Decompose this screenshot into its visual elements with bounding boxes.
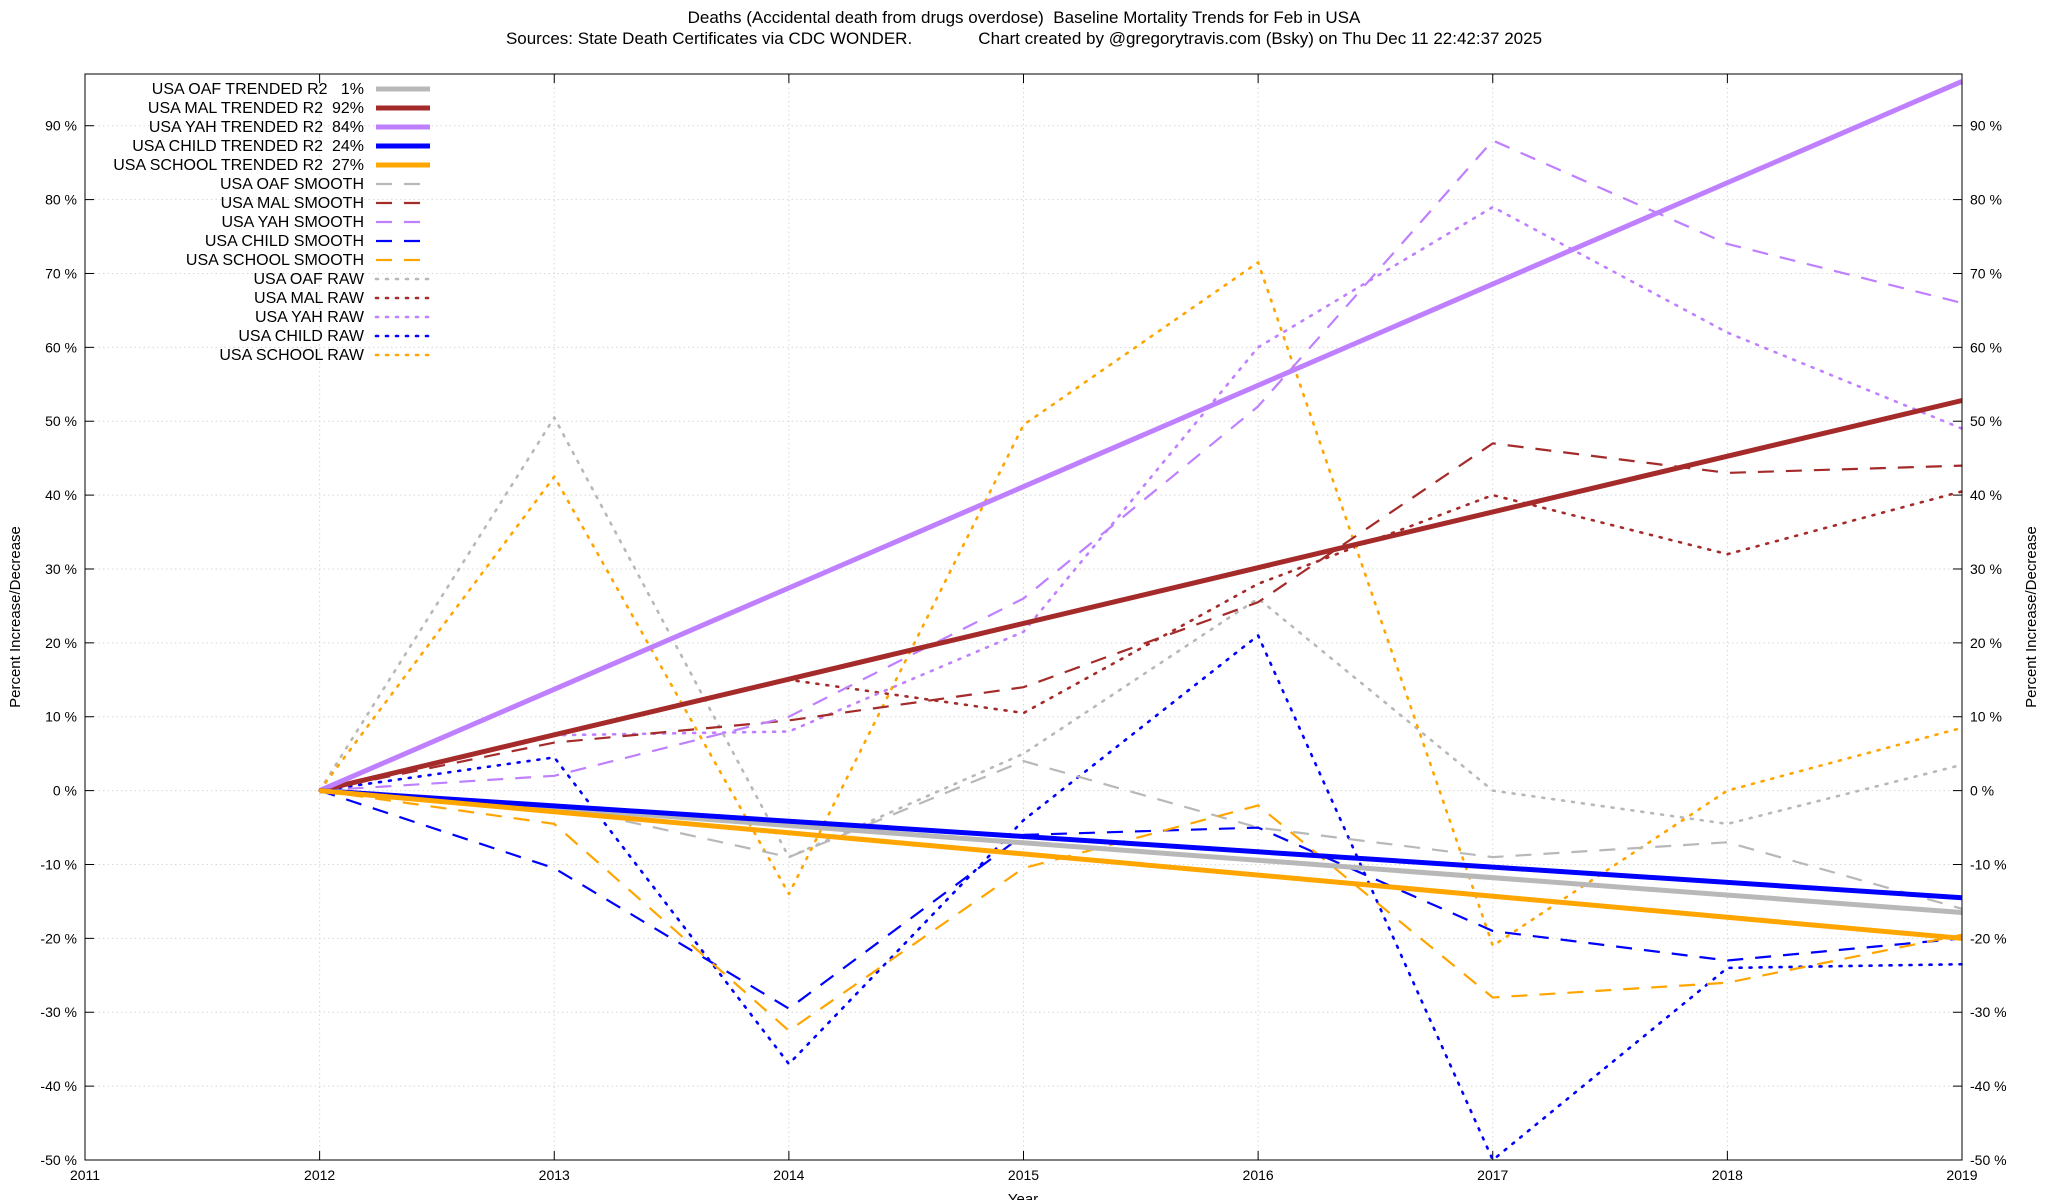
series-school-trend-line xyxy=(319,788,1963,941)
legend-label: USA CHILD SMOOTH xyxy=(205,233,364,250)
y-tick-label: -30 % xyxy=(40,1004,77,1020)
legend-label: USA YAH RAW xyxy=(255,309,365,326)
y-tick-label: 80 % xyxy=(45,192,77,208)
y2-tick-label: -30 % xyxy=(1970,1004,2007,1020)
y-tick-label: 90 % xyxy=(45,118,77,134)
y2-tick-label: 80 % xyxy=(1970,192,2002,208)
y-tick-label: 40 % xyxy=(45,487,77,503)
series-school-raw-line xyxy=(318,261,1964,948)
x-axis-label: Year xyxy=(1008,1191,1038,1200)
x-tick-label: 2014 xyxy=(773,1167,804,1183)
series-mal-smooth-line xyxy=(319,442,1963,792)
legend-label: USA CHILD RAW xyxy=(238,328,365,345)
x-tick-label: 2019 xyxy=(1946,1167,1977,1183)
y-tick-label: -10 % xyxy=(40,856,77,872)
legend-label: USA OAF RAW xyxy=(253,271,364,288)
y2-tick-label: 0 % xyxy=(1970,783,1994,799)
legend-label: USA YAH SMOOTH xyxy=(221,214,364,231)
y2-tick-label: 90 % xyxy=(1970,118,2002,134)
legend-label: USA SCHOOL SMOOTH xyxy=(186,252,364,269)
y2-tick-label: 30 % xyxy=(1970,561,2002,577)
y-tick-label: -20 % xyxy=(40,930,77,946)
series-school-smooth-line xyxy=(319,789,1963,1032)
x-tick-label: 2017 xyxy=(1477,1167,1508,1183)
series-child-smooth-line xyxy=(319,789,1963,1010)
series-mal-trend-line xyxy=(319,398,1963,794)
y2-tick-label: 60 % xyxy=(1970,339,2002,355)
y2-tick-label: -20 % xyxy=(1970,930,2007,946)
series-child-trend-line xyxy=(319,788,1963,901)
plot-frame xyxy=(84,73,1963,1161)
series-layer xyxy=(318,79,1964,1162)
legend-label: USA CHILD TRENDED R2 24% xyxy=(132,138,364,155)
series-mal-raw-line xyxy=(318,490,1964,792)
y-tick-label: 20 % xyxy=(45,635,77,651)
chart-subtitle: Sources: State Death Certificates via CD… xyxy=(505,29,1543,48)
y-tick-label: 10 % xyxy=(45,709,77,725)
y2-tick-label: 10 % xyxy=(1970,709,2002,725)
x-tick-label: 2016 xyxy=(1243,1167,1274,1183)
series-yah-raw-line xyxy=(318,205,1964,792)
y-tick-label: 30 % xyxy=(45,561,77,577)
legend: USA OAF TRENDED R2 1% USA MAL TRENDED R2 … xyxy=(113,81,432,364)
y2-tick-label: -50 % xyxy=(1970,1152,2007,1168)
series-yah-smooth-line xyxy=(319,139,1963,792)
y2-axis-label: Percent Increase/Decrease xyxy=(2023,526,2040,708)
y2-tick-label: 20 % xyxy=(1970,635,2002,651)
y-tick-label: 0 % xyxy=(53,783,77,799)
y-axis-label: Percent Increase/Decrease xyxy=(7,526,24,708)
y-tick-label: 60 % xyxy=(45,339,77,355)
ticks-layer: 2011 2012 2013 2014 2015 2016 2017 2018 2019-50 … xyxy=(40,74,2007,1183)
x-tick-label: 2011 xyxy=(70,1167,100,1183)
series-oaf-raw-line xyxy=(318,416,1964,859)
y2-tick-label: 70 % xyxy=(1970,265,2002,281)
y2-tick-label: 50 % xyxy=(1970,413,2002,429)
series-yah-trend-line xyxy=(318,79,1963,793)
legend-label: USA OAF SMOOTH xyxy=(220,176,364,193)
y-tick-label: -40 % xyxy=(40,1078,77,1094)
legend-label: USA SCHOOL RAW xyxy=(219,347,365,364)
grid-layer xyxy=(85,74,1962,1160)
series-child-raw-line xyxy=(318,634,1964,1162)
legend-label: USA MAL SMOOTH xyxy=(221,195,364,212)
legend-label: USA YAH TRENDED R2 84% xyxy=(149,119,364,136)
y-tick-label: -50 % xyxy=(40,1152,77,1168)
x-tick-label: 2012 xyxy=(304,1167,335,1183)
series-oaf-smooth-line xyxy=(319,759,1963,910)
legend-label: USA OAF TRENDED R2 1% xyxy=(152,81,364,98)
x-tick-label: 2015 xyxy=(1008,1167,1039,1183)
x-tick-label: 2013 xyxy=(539,1167,570,1183)
legend-label: USA MAL RAW xyxy=(254,290,365,307)
chart-title: Deaths (Accidental death from drugs over… xyxy=(687,8,1361,27)
y2-tick-label: -10 % xyxy=(1970,856,2007,872)
legend-label: USA MAL TRENDED R2 92% xyxy=(148,100,364,117)
legend-label: USA SCHOOL TRENDED R2 27% xyxy=(113,157,364,174)
y-tick-label: 50 % xyxy=(45,413,77,429)
y2-tick-label: 40 % xyxy=(1970,487,2002,503)
y-tick-label: 70 % xyxy=(45,265,77,281)
x-tick-label: 2018 xyxy=(1712,1167,1743,1183)
y2-tick-label: -40 % xyxy=(1970,1078,2007,1094)
